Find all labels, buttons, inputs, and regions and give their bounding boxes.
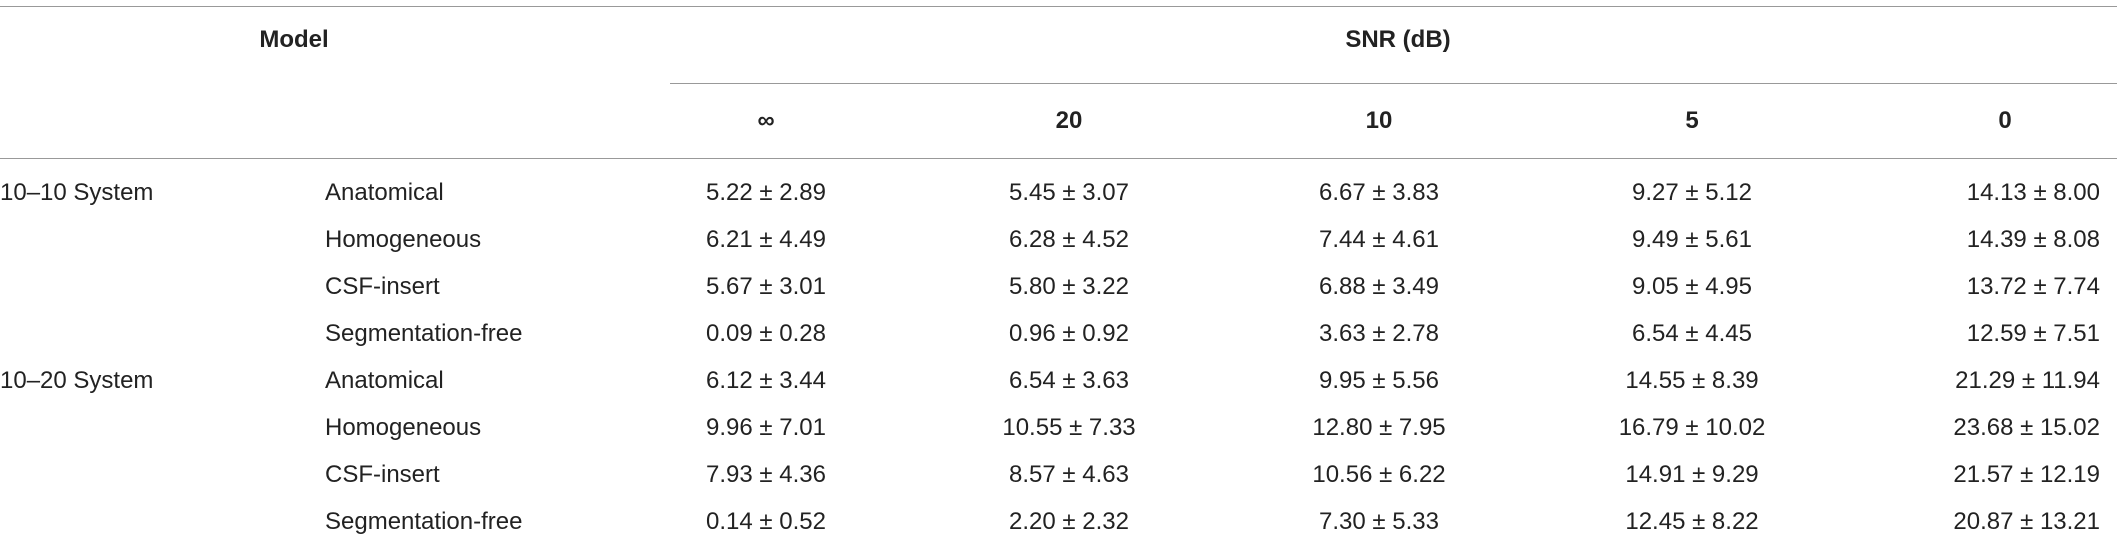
cell-value: 0.09 ± 0.28 (706, 320, 826, 347)
cell-value: 9.49 ± 5.61 (1632, 226, 1752, 253)
cell-value: 6.12 ± 3.44 (706, 367, 826, 394)
model-label: Segmentation-free (325, 320, 523, 347)
cell-value: 9.05 ± 4.95 (1632, 273, 1752, 300)
cell-value: 5.67 ± 3.01 (706, 273, 826, 300)
cell-value: 10.56 ± 6.22 (1312, 461, 1446, 488)
model-label: CSF-insert (325, 461, 440, 488)
column-header: 20 (1055, 107, 1083, 134)
cell-value: 14.13 ± 8.00 (1966, 179, 2100, 206)
cell-value: 9.96 ± 7.01 (706, 414, 826, 441)
column-header: ∞ (757, 107, 775, 134)
cell-value: 8.57 ± 4.63 (1009, 461, 1129, 488)
cell-value: 21.29 ± 11.94 (1955, 367, 2100, 394)
cell-value: 6.28 ± 4.52 (1009, 226, 1129, 253)
cell-value: 0.96 ± 0.92 (1009, 320, 1129, 347)
column-header: 5 (1685, 107, 1699, 134)
top-rule (0, 6, 2117, 7)
cell-value: 10.55 ± 7.33 (1002, 414, 1136, 441)
model-label: Anatomical (325, 367, 444, 394)
header-rule (0, 158, 2117, 159)
cell-value: 6.54 ± 4.45 (1632, 320, 1752, 347)
column-header: 0 (1998, 107, 2012, 134)
cell-value: 6.54 ± 3.63 (1009, 367, 1129, 394)
cell-value: 2.20 ± 2.32 (1009, 508, 1129, 535)
model-label: Homogeneous (325, 226, 482, 253)
cell-value: 14.39 ± 8.08 (1966, 226, 2100, 253)
cell-value: 20.87 ± 13.21 (1953, 508, 2100, 535)
cell-value: 7.30 ± 5.33 (1319, 508, 1439, 535)
model-header: Model (259, 26, 329, 53)
cell-value: 0.14 ± 0.52 (706, 508, 826, 535)
cell-value: 9.27 ± 5.12 (1632, 179, 1752, 206)
cell-value: 6.67 ± 3.83 (1319, 179, 1439, 206)
column-header: 10 (1365, 107, 1393, 134)
model-label: CSF-insert (325, 273, 440, 300)
cell-value: 13.72 ± 7.74 (1966, 273, 2100, 300)
cell-value: 12.45 ± 8.22 (1625, 508, 1759, 535)
cell-value: 12.59 ± 7.51 (1966, 320, 2100, 347)
cell-value: 6.21 ± 4.49 (706, 226, 826, 253)
model-label: Anatomical (325, 179, 444, 206)
cell-value: 6.88 ± 3.49 (1319, 273, 1439, 300)
group-label: 10–10 System (0, 179, 154, 206)
cell-value: 5.22 ± 2.89 (706, 179, 826, 206)
snr-header: SNR (dB) (1345, 26, 1451, 53)
cell-value: 12.80 ± 7.95 (1312, 414, 1446, 441)
group-label: 10–20 System (0, 367, 154, 394)
cell-value: 9.95 ± 5.56 (1319, 367, 1439, 394)
cell-value: 7.93 ± 4.36 (706, 461, 826, 488)
snr-rule (670, 83, 2117, 84)
cell-value: 23.68 ± 15.02 (1953, 414, 2100, 441)
model-label: Homogeneous (325, 414, 482, 441)
model-label: Segmentation-free (325, 508, 523, 535)
cell-value: 5.45 ± 3.07 (1009, 179, 1129, 206)
cell-value: 14.55 ± 8.39 (1625, 367, 1759, 394)
cell-value: 16.79 ± 10.02 (1618, 414, 1766, 441)
cell-value: 3.63 ± 2.78 (1319, 320, 1439, 347)
cell-value: 7.44 ± 4.61 (1319, 226, 1439, 253)
cell-value: 5.80 ± 3.22 (1009, 273, 1129, 300)
cell-value: 14.91 ± 9.29 (1625, 461, 1759, 488)
cell-value: 21.57 ± 12.19 (1953, 461, 2100, 488)
